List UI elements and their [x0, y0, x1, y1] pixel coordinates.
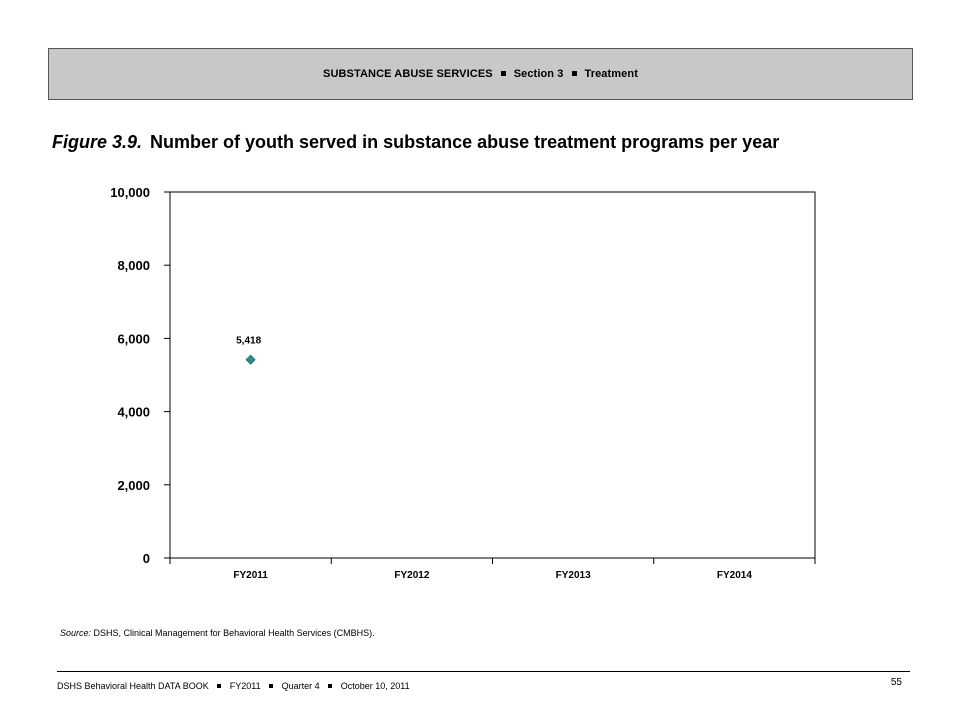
footer-date: October 10, 2011 — [340, 681, 410, 691]
footer: DSHS Behavioral Health DATA BOOK FY2011 … — [57, 681, 410, 691]
square-bullet-icon — [571, 70, 577, 76]
footer-quarter: Quarter 4 — [281, 681, 320, 691]
section-header: SUBSTANCE ABUSE SERVICES Section 3 Treat… — [48, 48, 913, 100]
header-part-section: SUBSTANCE ABUSE SERVICES — [323, 68, 493, 80]
y-tick-label: 0 — [143, 551, 150, 566]
x-tick-label: FY2011 — [233, 570, 268, 581]
y-tick-label: 2,000 — [117, 478, 150, 493]
y-tick-label: 4,000 — [117, 405, 150, 420]
source-note: Source: DSHS, Clinical Management for Be… — [60, 628, 375, 638]
plot-area — [169, 191, 816, 559]
x-tick-label: FY2012 — [394, 570, 429, 581]
y-tick-label: 8,000 — [117, 258, 150, 273]
x-tick-label: FY2014 — [717, 570, 752, 581]
square-bullet-icon — [217, 683, 222, 688]
header-part-section-number: Section 3 — [513, 68, 564, 80]
footer-divider — [57, 671, 910, 672]
data-point-marker — [245, 354, 256, 365]
y-tick-label: 6,000 — [117, 331, 150, 346]
x-tick-label: FY2013 — [556, 570, 591, 581]
footer-fiscal-year: FY2011 — [229, 681, 261, 691]
page-number: 55 — [890, 677, 902, 688]
header-part-topic: Treatment — [584, 68, 638, 80]
source-text: DSHS, Clinical Management for Behavioral… — [93, 628, 375, 638]
square-bullet-icon — [328, 683, 333, 688]
figure-title-text: Number of youth served in substance abus… — [150, 132, 780, 152]
data-label: 5,418 — [236, 336, 261, 347]
footer-book-title: DSHS Behavioral Health DATA BOOK — [57, 681, 209, 691]
figure-label: Figure 3.9. — [52, 132, 143, 152]
figure-title: Figure 3.9. Number of youth served in sub… — [52, 132, 932, 153]
square-bullet-icon — [269, 683, 274, 688]
square-bullet-icon — [500, 70, 506, 76]
source-label: Source: — [60, 628, 92, 638]
y-tick-label: 10,000 — [110, 185, 150, 200]
